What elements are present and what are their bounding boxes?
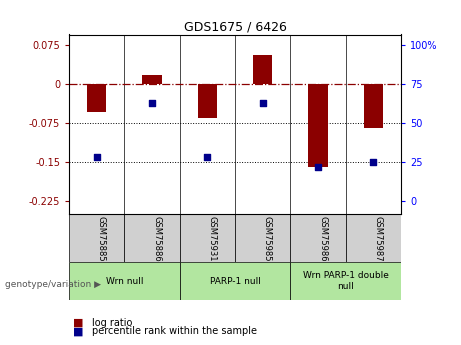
Bar [290, 214, 346, 262]
Text: GSM75987: GSM75987 [373, 216, 383, 262]
Text: ■: ■ [73, 318, 83, 327]
Bar [69, 262, 180, 300]
Point [148, 100, 156, 105]
Bar [364, 84, 383, 128]
Text: Wrn null: Wrn null [106, 277, 143, 286]
Point [204, 155, 211, 160]
Text: PARP-1 null: PARP-1 null [210, 277, 260, 286]
Bar [198, 84, 217, 118]
Title: GDS1675 / 6426: GDS1675 / 6426 [183, 20, 287, 33]
Text: GSM75931: GSM75931 [207, 216, 217, 262]
Text: ■: ■ [73, 326, 83, 336]
Text: GSM75986: GSM75986 [318, 216, 327, 262]
Point [370, 159, 377, 165]
Bar [69, 214, 124, 262]
Text: GSM75985: GSM75985 [263, 216, 272, 262]
Bar [180, 214, 235, 262]
Bar [180, 262, 290, 300]
Point [314, 164, 322, 169]
Bar [235, 214, 290, 262]
Bar [308, 84, 328, 167]
Text: genotype/variation ▶: genotype/variation ▶ [5, 280, 100, 289]
Bar [142, 75, 162, 84]
Text: GSM75885: GSM75885 [97, 216, 106, 262]
Text: Wrn PARP-1 double
null: Wrn PARP-1 double null [303, 272, 389, 291]
Bar [290, 262, 401, 300]
Bar [253, 55, 272, 84]
Text: log ratio: log ratio [92, 318, 133, 327]
Point [259, 100, 266, 105]
Bar [346, 214, 401, 262]
Bar [124, 214, 180, 262]
Bar [87, 84, 106, 112]
Text: percentile rank within the sample: percentile rank within the sample [92, 326, 257, 336]
Point [93, 155, 100, 160]
Text: GSM75886: GSM75886 [152, 216, 161, 262]
